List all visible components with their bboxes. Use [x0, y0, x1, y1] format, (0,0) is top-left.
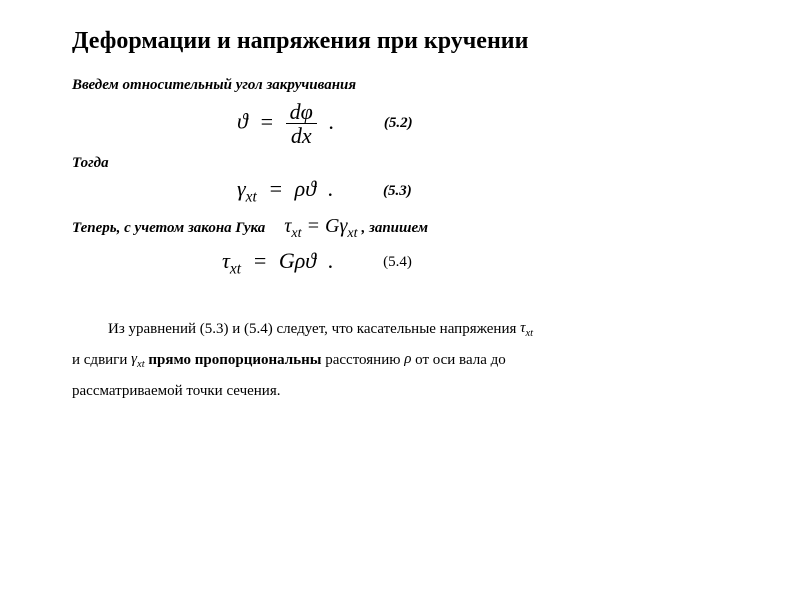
follow-paragraph: Из уравнений (5.3) и (5.4) следует, что … — [72, 314, 740, 406]
equals-sign: = — [268, 176, 283, 201]
follow-text-2b: расстоянию — [325, 352, 404, 368]
togda-line: Тогда — [72, 155, 740, 172]
frac-num: dφ — [286, 100, 317, 124]
follow-text-3: рассматриваемой точки сечения. — [72, 383, 280, 399]
equals-sign: = — [307, 215, 326, 237]
hooke-text-2: , запишем — [361, 220, 428, 237]
intro-line: Введем относительный угол закручивания — [72, 77, 740, 94]
sub-xt: xt — [291, 226, 301, 241]
fraction-dphi-dx: dφ dx — [286, 100, 317, 147]
follow-text-2a: и сдвиги — [72, 352, 131, 368]
trailing-dot: . — [328, 109, 334, 134]
equation-5-3: γxt = ρϑ . (5.3) — [72, 176, 740, 206]
rho-inline: ρ — [404, 351, 411, 367]
theta-symbol: ϑ — [305, 176, 316, 201]
equation-5-2: ϑ = dφ dx . (5.2) — [72, 100, 740, 147]
follow-text-1a: Из уравнений (5.3) и (5.4) следует, что … — [108, 321, 520, 337]
page-title: Деформации и напряжения при кручении — [72, 28, 740, 55]
trailing-dot: . — [328, 176, 334, 201]
rho-symbol: ρ — [295, 248, 306, 273]
follow-bold: прямо пропорциональны — [148, 352, 325, 368]
equation-number-5-4: (5.4) — [383, 254, 412, 271]
tau-xt-inline: τxt — [520, 320, 533, 336]
trailing-dot: . — [328, 248, 334, 273]
tau-symbol: τ — [222, 248, 230, 273]
equals-sign: = — [252, 248, 267, 273]
G-symbol: G — [325, 215, 339, 237]
hooke-text-1: Теперь, с учетом закона Гука — [72, 220, 280, 237]
gamma-xt-inline: γxt — [131, 351, 148, 367]
follow-text-2c: от оси вала до — [415, 352, 506, 368]
sub-xt: xt — [230, 260, 241, 277]
equation-number-5-2: (5.2) — [384, 115, 413, 132]
equation-5-4: τxt = Gρϑ . (5.4) — [72, 248, 740, 278]
sub-xt: xt — [347, 226, 357, 241]
gamma-symbol: γ — [237, 176, 246, 201]
rho-symbol: ρ — [295, 176, 306, 201]
equation-number-5-3: (5.3) — [383, 183, 412, 200]
hooke-equation: τxt = Gγxt — [284, 215, 357, 242]
G-symbol: G — [279, 248, 295, 273]
hooke-line: Теперь, с учетом закона Гука τxt = Gγxt … — [72, 215, 740, 242]
equals-sign: = — [259, 109, 274, 134]
sub-xt: xt — [246, 189, 257, 206]
theta-symbol: ϑ — [305, 248, 316, 273]
frac-den: dx — [286, 124, 317, 147]
theta-symbol: ϑ — [237, 109, 248, 134]
